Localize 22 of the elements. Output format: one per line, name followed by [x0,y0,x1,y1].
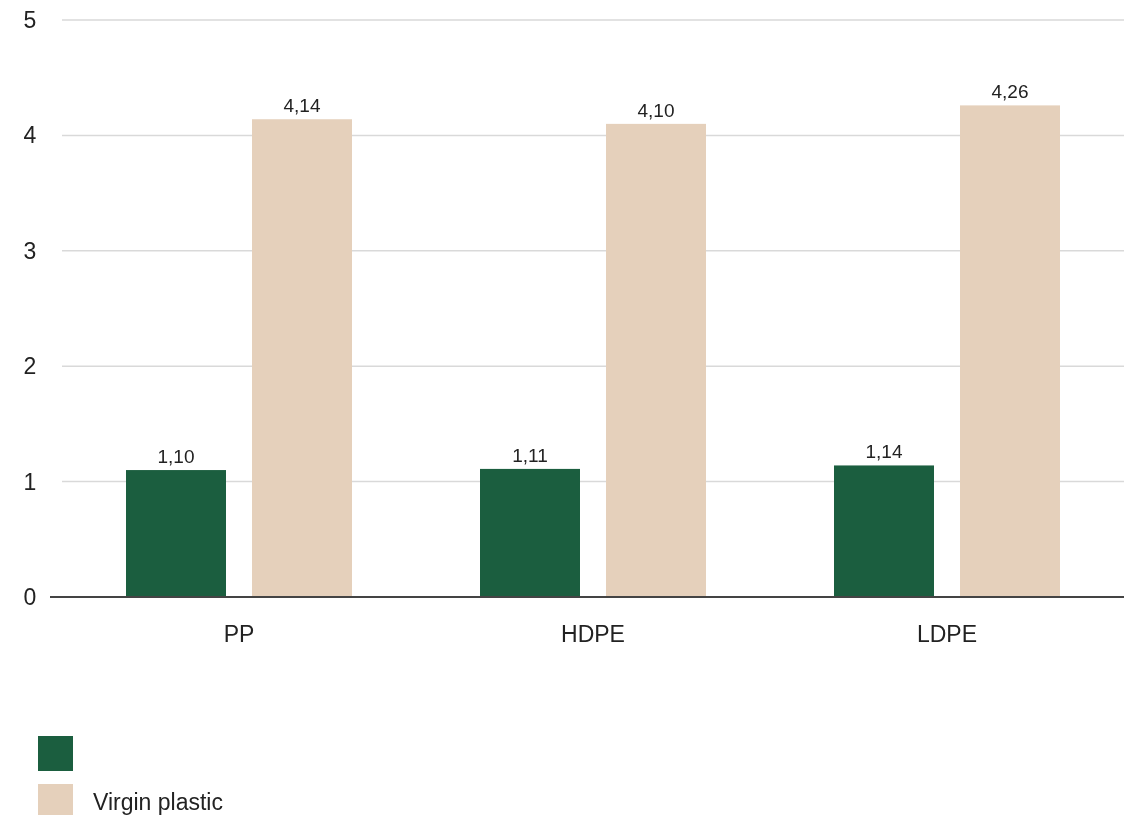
y-tick-label: 0 [23,584,37,611]
y-tick-label: 3 [23,237,37,264]
legend-label: Virgin plastic [93,789,223,815]
bar [606,123,706,597]
data-label: 1,14 [865,441,903,463]
data-label: 4,26 [991,81,1029,103]
data-label: 1,11 [512,444,548,466]
x-tick-label: HDPE [561,621,625,647]
y-tick-label: 5 [23,7,37,34]
x-tick-label: PP [223,621,255,647]
bar [960,105,1060,597]
data-label: 4,10 [637,99,675,121]
x-tick-label: LDPE [916,621,978,647]
bar [480,468,580,597]
bar [834,465,934,597]
bar [126,470,226,597]
data-label: 4,14 [283,95,321,117]
y-tick-label: 4 [23,122,37,149]
data-label: 1,10 [157,446,195,468]
y-tick-label: 1 [23,468,37,495]
bar [252,119,352,597]
y-tick-label: 2 [23,353,37,380]
